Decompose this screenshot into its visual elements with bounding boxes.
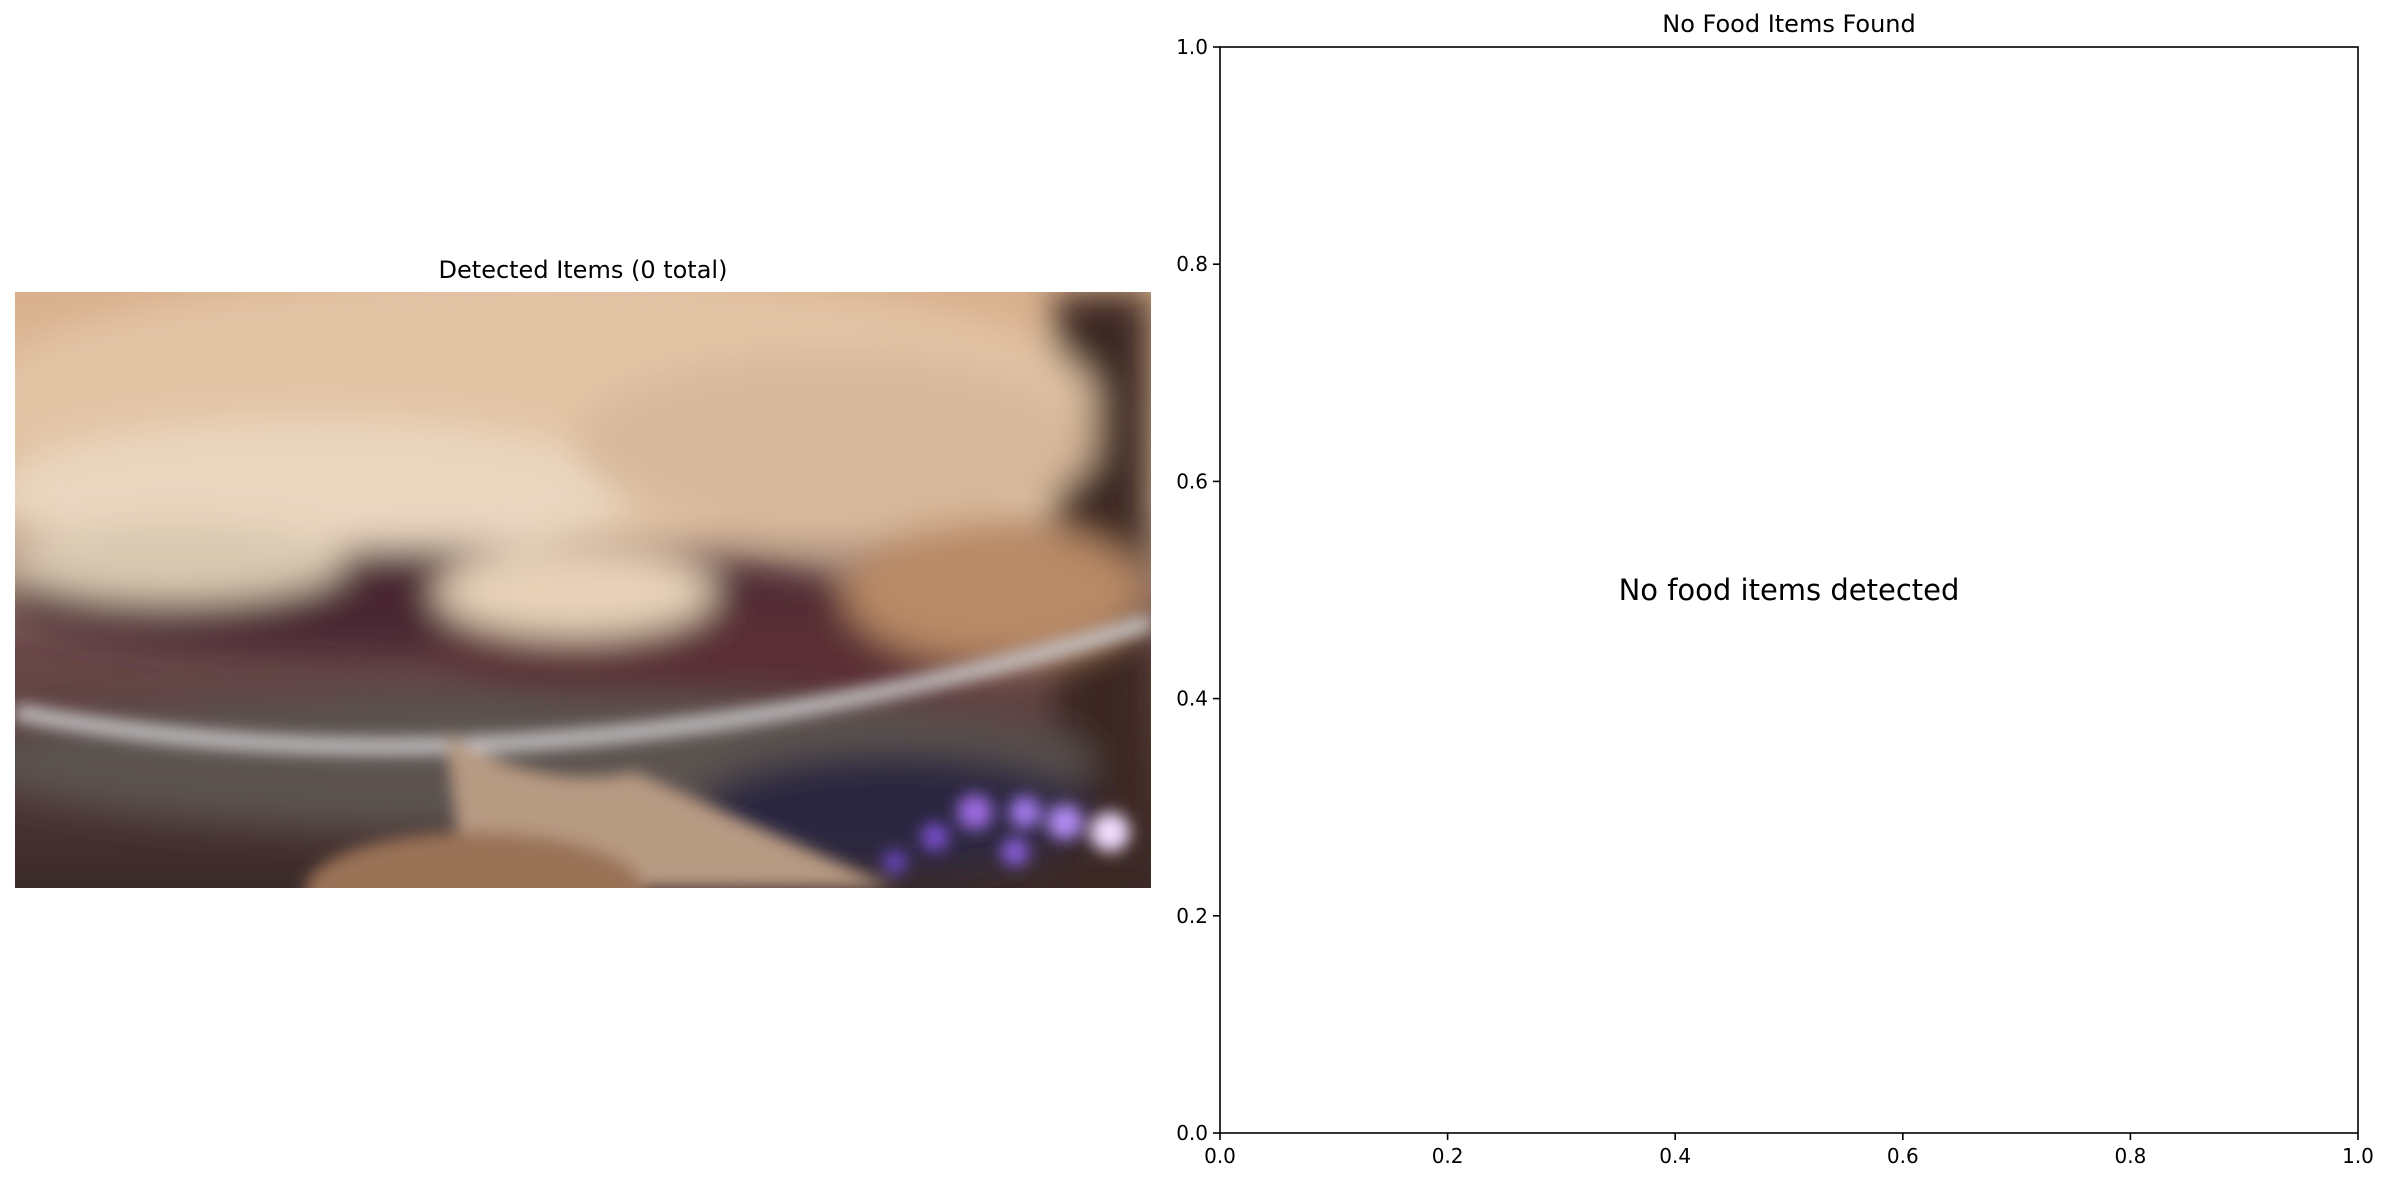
- x-tick-label: 0.6: [1887, 1144, 1919, 1168]
- detected-items-photo: [15, 292, 1151, 888]
- y-axis: 0.0 0.2 0.4 0.6 0.8 1.0: [1176, 35, 1220, 1145]
- annotation-layer: No food items detected: [1619, 573, 1960, 607]
- y-tick-label: 0.6: [1176, 469, 1208, 493]
- x-tick-label: 0.4: [1659, 1144, 1691, 1168]
- x-tick-label: 0.8: [2114, 1144, 2146, 1168]
- photo-panel-title: Detected Items (0 total): [438, 256, 728, 284]
- y-tick-label: 1.0: [1176, 35, 1208, 59]
- x-tick-label: 1.0: [2342, 1144, 2374, 1168]
- chart-title: No Food Items Found: [1662, 10, 1916, 38]
- y-tick-label: 0.2: [1176, 904, 1208, 928]
- x-tick-label: 0.2: [1432, 1144, 1464, 1168]
- y-tick-label: 0.8: [1176, 252, 1208, 276]
- plot-frame: [1219, 46, 2359, 1134]
- y-tick-label: 0.4: [1176, 687, 1208, 711]
- x-tick-label: 0.0: [1204, 1144, 1236, 1168]
- y-tick-label: 0.0: [1176, 1121, 1208, 1145]
- no-items-message: No food items detected: [1619, 573, 1960, 607]
- x-axis: 0.0 0.2 0.4 0.6 0.8 1.0: [1204, 1133, 2374, 1168]
